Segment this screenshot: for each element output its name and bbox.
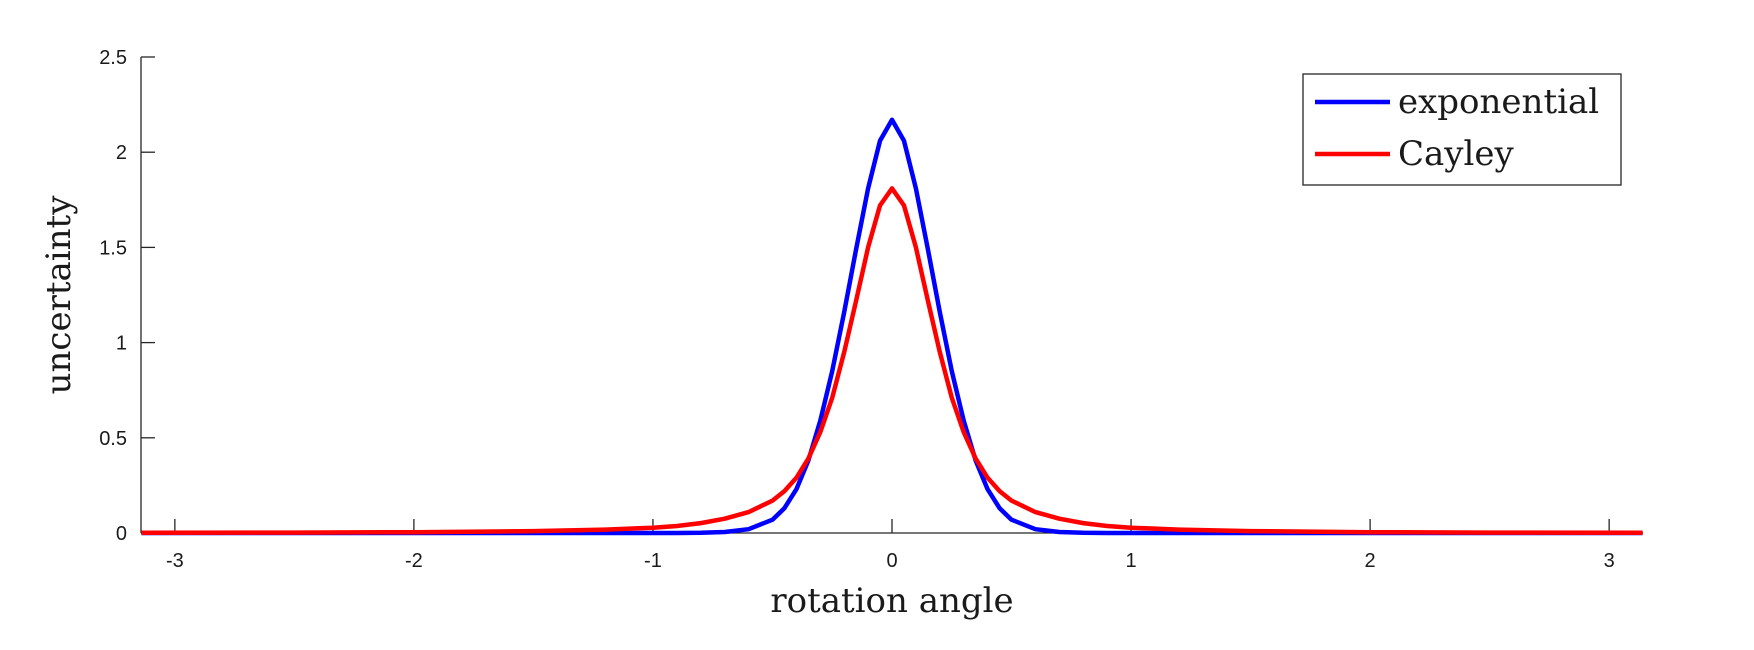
series-line-cayley bbox=[141, 186, 1643, 536]
series-line-exponential bbox=[141, 117, 1643, 536]
y-tick-label: 0.5 bbox=[99, 428, 127, 450]
x-tick-label: 0 bbox=[886, 550, 897, 572]
legend-box bbox=[1302, 73, 1622, 186]
y-tick-label: 0 bbox=[116, 523, 127, 545]
y-axis-label: uncertainty bbox=[39, 195, 79, 395]
x-tick-label: -2 bbox=[405, 550, 423, 572]
x-tick-label: -1 bbox=[644, 550, 662, 572]
x-tick-label: -3 bbox=[166, 550, 184, 572]
legend-label-cayley: Cayley bbox=[1398, 134, 1514, 174]
plot-area bbox=[141, 117, 1643, 536]
y-tick-label: 2.5 bbox=[99, 47, 127, 69]
legend-label-exponential: exponential bbox=[1398, 82, 1599, 122]
y-tick-label: 1 bbox=[116, 333, 127, 355]
x-tick-label: 3 bbox=[1604, 550, 1615, 572]
x-tick-label: 2 bbox=[1365, 550, 1376, 572]
x-tick-label: 1 bbox=[1125, 550, 1136, 572]
y-tick-label: 1.5 bbox=[99, 237, 127, 259]
legend: exponential Cayley bbox=[1302, 73, 1622, 186]
y-tick-label: 2 bbox=[116, 142, 127, 164]
x-axis-label: rotation angle bbox=[770, 581, 1013, 621]
